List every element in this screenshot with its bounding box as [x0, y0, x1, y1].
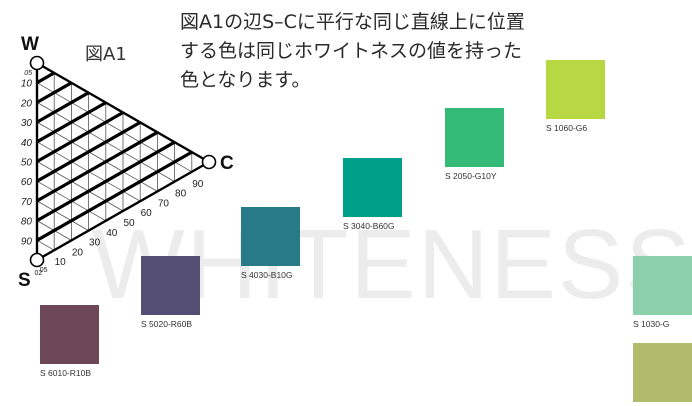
- color-chip: [343, 158, 402, 217]
- chromaticness-tick-label: 90: [192, 179, 204, 190]
- whiteness-lines: [36, 71, 193, 242]
- blackness-gridline: [36, 82, 192, 173]
- whiteness-tick-label: 30: [21, 118, 33, 129]
- color-chip: [40, 305, 99, 364]
- chromaticness-tick-label: 40: [106, 228, 118, 239]
- whiteness-line: [36, 140, 176, 222]
- corner-c-marker: [201, 154, 217, 170]
- swatch-code: S 6010-R10B: [40, 368, 92, 378]
- color-chip: [633, 256, 692, 315]
- corner-label-s: S: [18, 270, 31, 291]
- blackness-gridline: [36, 161, 124, 212]
- triangle-outline: [35, 61, 211, 262]
- chromaticness-tick-label: 60: [141, 208, 153, 219]
- whiteness-line: [36, 71, 55, 85]
- color-chip: [546, 60, 605, 119]
- whiteness-line: [36, 150, 193, 242]
- swatch-code: S 5020-R60B: [141, 319, 193, 329]
- nuance-triangle: 0510203040506070809002051020304050607080…: [20, 55, 217, 277]
- swatch-code: S 3040-B60G: [343, 221, 395, 231]
- color-chip: [241, 207, 300, 266]
- swatch-code: S 4030-B10G: [241, 270, 293, 280]
- whiteness-tick-label: 20: [20, 98, 33, 109]
- whiteness-tick-label: 90: [21, 236, 33, 247]
- whiteness-line: [36, 111, 124, 163]
- chromaticness-tick-label: 02: [35, 270, 43, 277]
- blackness-gridline: [36, 239, 55, 251]
- whiteness-tick-label: 05: [24, 70, 32, 77]
- whiteness-line: [36, 81, 73, 104]
- swatch-s6010-r10b: S 6010-R10B: [40, 305, 99, 378]
- corner-label-c: C: [220, 153, 234, 174]
- whiteness-tick-label: 70: [21, 197, 33, 208]
- blackness-gridline: [36, 200, 89, 231]
- caption-text: 図A1の辺S–Cに平行な同じ直線上に位置する色は同じホワイトネスの値を持った色と…: [180, 11, 525, 91]
- whiteness-line: [36, 130, 159, 203]
- swatch-s3040-b60g: S 3040-B60G: [343, 158, 402, 231]
- chromaticness-tick-label: 70: [158, 198, 170, 209]
- whiteness-tick-label: 50: [21, 158, 33, 169]
- triangle-tick-labels: 0510203040506070809002051020304050607080…: [20, 70, 204, 277]
- whiteness-tick-label: 80: [21, 217, 33, 228]
- swatch-s1030-g: S 1030-G: [633, 256, 692, 329]
- corner-label-w: W: [21, 34, 39, 55]
- chromaticness-tick-label: 05: [40, 267, 48, 274]
- swatch-s1060-g6: S 1060-G6: [546, 60, 605, 133]
- swatch-s5020-r60b: S 5020-R60B: [141, 256, 200, 329]
- whiteness-tick-label: 60: [21, 177, 33, 188]
- corner-s-marker: [29, 252, 45, 268]
- corner-w-marker: [29, 55, 45, 71]
- swatch-code: S 1030-G: [633, 319, 670, 329]
- chromaticness-tick-label: 30: [89, 238, 101, 249]
- swatch-s4030-b10g: S 4030-B10G: [241, 207, 300, 280]
- triangle-corner-markers: [29, 55, 217, 268]
- color-chip: [633, 343, 692, 402]
- blackness-gridline: [36, 121, 158, 192]
- whiteness-line: [36, 121, 141, 183]
- whiteness-line: [36, 91, 90, 124]
- whiteness-line: [36, 101, 107, 144]
- figure-page: WHITENESS 図A1の辺S–Cに平行な同じ直線上に位置する色は同じホワイト…: [18, 11, 692, 402]
- swatch-unlabeled: [633, 343, 692, 406]
- chromaticness-tick-label: 80: [175, 189, 187, 200]
- figure-label: 図A1: [85, 44, 127, 65]
- chromaticness-tick-label: 20: [72, 247, 84, 258]
- triangle-edge: [35, 61, 211, 262]
- color-chip: [445, 108, 504, 167]
- color-chip: [141, 256, 200, 315]
- chromaticness-tick-label: 50: [123, 218, 135, 229]
- swatch-code: S 1060-G6: [546, 123, 588, 133]
- chromaticness-tick-label: 10: [55, 257, 67, 268]
- swatch-code: S 2050-G10Y: [445, 171, 497, 181]
- triangle-grid: [36, 72, 193, 251]
- whiteness-tick-label: 40: [21, 138, 33, 149]
- whiteness-tick-label: 10: [21, 79, 33, 90]
- swatch-s2050-g10y: S 2050-G10Y: [445, 108, 504, 181]
